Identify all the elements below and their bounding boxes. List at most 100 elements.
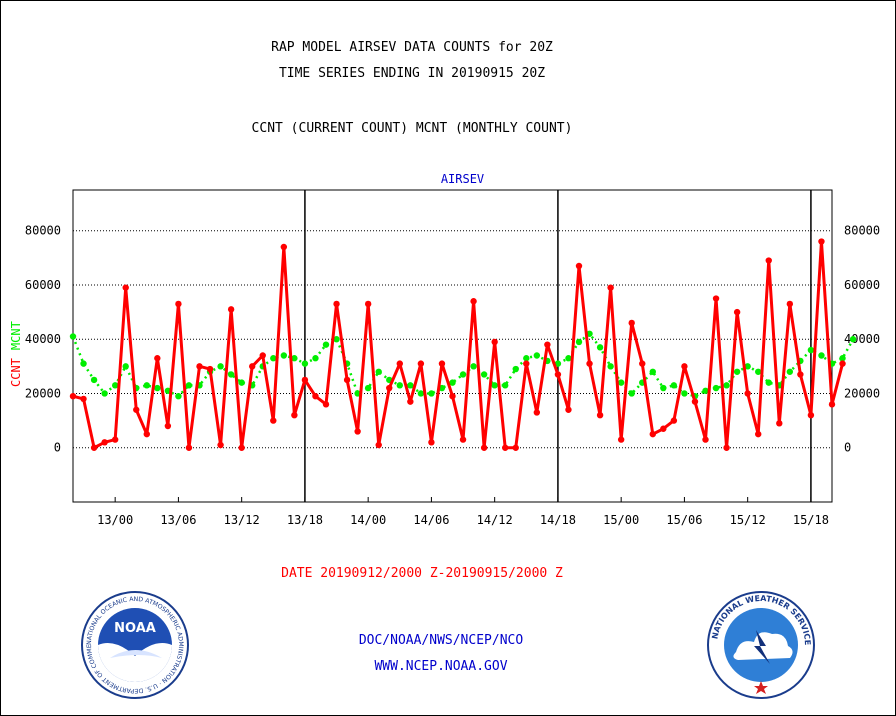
ccnt-point — [755, 430, 762, 438]
ccnt-point — [586, 360, 593, 367]
x-tick-label: 13/12 — [224, 513, 260, 527]
mcnt-point — [312, 355, 319, 362]
ccnt-point — [765, 257, 772, 264]
ccnt-point — [227, 306, 235, 313]
x-tick-label: 14/12 — [477, 513, 513, 527]
ccnt-point — [480, 444, 488, 451]
ccnt-point — [375, 441, 382, 449]
mcnt-point — [217, 363, 224, 370]
x-tick-label: 14/06 — [413, 513, 449, 527]
mcnt-point — [122, 363, 129, 370]
mcnt-point — [175, 392, 182, 400]
ccnt-point — [533, 409, 541, 416]
ccnt-point — [723, 444, 730, 451]
mcnt-point — [111, 382, 119, 389]
ccnt-point — [596, 411, 604, 419]
mcnt-point — [375, 368, 382, 375]
ccnt-point — [512, 444, 519, 451]
mcnt-point — [480, 371, 488, 378]
ccnt-point — [175, 300, 182, 308]
mcnt-point — [807, 346, 815, 354]
mcnt-point — [849, 336, 857, 343]
mcnt-point — [554, 360, 562, 367]
ccnt-point — [691, 398, 699, 405]
mcnt-point — [238, 379, 245, 386]
mcnt-point — [660, 384, 667, 392]
ccnt-point — [797, 371, 804, 378]
mcnt-point — [449, 379, 456, 386]
ccnt-point — [660, 425, 667, 432]
x-tick-label: 14/00 — [350, 513, 386, 527]
ccnt-point — [185, 444, 193, 451]
y-tick-label-left: 60000 — [25, 278, 61, 292]
mcnt-point — [839, 355, 846, 362]
mcnt-point — [512, 365, 519, 373]
ccnt-point — [69, 392, 77, 400]
mcnt-point — [301, 360, 309, 367]
ccnt-point — [133, 406, 140, 413]
mcnt-point — [575, 338, 583, 346]
noaa-logo-text: NOAA — [114, 621, 156, 636]
mcnt-point — [755, 368, 762, 375]
ccnt-point — [565, 406, 572, 413]
ccnt-point — [259, 352, 266, 359]
x-tick-label: 13/18 — [287, 513, 323, 527]
mcnt-point — [459, 371, 467, 378]
ccnt-point — [206, 365, 214, 373]
mcnt-point — [533, 352, 541, 359]
plot-area-frame — [72, 189, 833, 503]
y-axis-label-ccnt: CCNT — [9, 358, 23, 387]
nws-logo: NATIONAL WEATHER SERVICE — [707, 591, 815, 699]
y-tick-label-right: 60000 — [844, 278, 880, 292]
ccnt-point — [343, 376, 351, 384]
mcnt-point — [291, 355, 298, 362]
ccnt-point — [364, 300, 372, 308]
ccnt-point — [639, 360, 646, 367]
ccnt-point — [544, 341, 551, 348]
mcnt-point — [333, 336, 340, 343]
mcnt-point — [628, 390, 635, 397]
mcnt-point — [407, 382, 414, 389]
mcnt-point — [90, 376, 98, 384]
noaa-logo: NOAA NATIONAL OCEANIC AND ATMOSPHERIC AD… — [80, 590, 189, 699]
chart-title-line2: TIME SERIES ENDING IN 20190915 20Z — [278, 66, 546, 81]
ccnt-point — [196, 363, 203, 370]
chart-title-line1: RAP MODEL AIRSEV DATA COUNTS for 20Z — [271, 40, 553, 55]
mcnt-point — [723, 382, 730, 389]
ccnt-point — [575, 262, 583, 270]
y-tick-label-right: 20000 — [844, 386, 880, 400]
mcnt-point — [670, 382, 678, 389]
ccnt-point — [670, 417, 678, 424]
mcnt-point — [565, 355, 572, 362]
mcnt-point — [417, 390, 425, 397]
mcnt-point — [428, 390, 435, 397]
mcnt-point — [765, 379, 772, 386]
ccnt-point — [312, 392, 319, 400]
ccnt-point — [681, 363, 688, 370]
y-tick-label-right: 80000 — [844, 224, 880, 238]
ccnt-point — [164, 422, 172, 430]
ccnt-point — [470, 298, 477, 305]
x-tick-label: 14/18 — [540, 513, 576, 527]
ccnt-point — [217, 441, 224, 449]
ccnt-point — [280, 243, 288, 251]
mcnt-point — [154, 384, 161, 392]
ccnt-series-line — [72, 240, 844, 450]
ccnt-point — [333, 300, 340, 308]
y-tick-label-left: 80000 — [25, 224, 61, 238]
ccnt-point — [449, 392, 456, 400]
ccnt-point — [776, 420, 783, 427]
ccnt-point — [80, 395, 87, 403]
ccnt-point — [617, 436, 625, 443]
ccnt-point — [649, 430, 656, 438]
ccnt-point — [270, 417, 277, 424]
website-link[interactable]: WWW.NCEP.NOAA.GOV — [374, 659, 508, 674]
ccnt-point — [502, 444, 509, 451]
mcnt-point — [80, 360, 87, 367]
ccnt-point — [354, 428, 361, 435]
mcnt-point — [491, 382, 498, 389]
ccnt-point — [428, 439, 435, 446]
ccnt-point — [396, 360, 403, 367]
y-tick-label-left: 40000 — [25, 332, 61, 346]
